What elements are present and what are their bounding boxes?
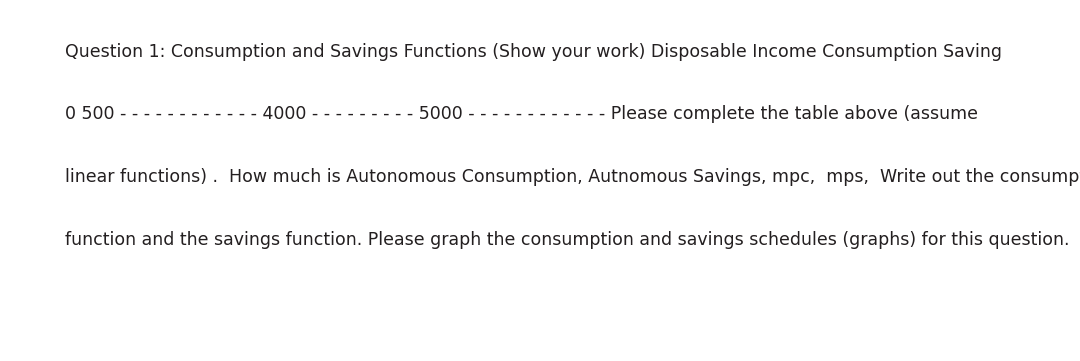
Text: Question 1: Consumption and Savings Functions (Show your work) Disposable Income: Question 1: Consumption and Savings Func…: [65, 43, 1002, 61]
Text: linear functions) .  How much is Autonomous Consumption, Autnomous Savings, mpc,: linear functions) . How much is Autonomo…: [65, 168, 1080, 186]
Text: function and the savings function. Please graph the consumption and savings sche: function and the savings function. Pleas…: [65, 231, 1069, 249]
Text: 0 500 - - - - - - - - - - - - 4000 - - - - - - - - - 5000 - - - - - - - - - - - : 0 500 - - - - - - - - - - - - 4000 - - -…: [65, 105, 977, 123]
